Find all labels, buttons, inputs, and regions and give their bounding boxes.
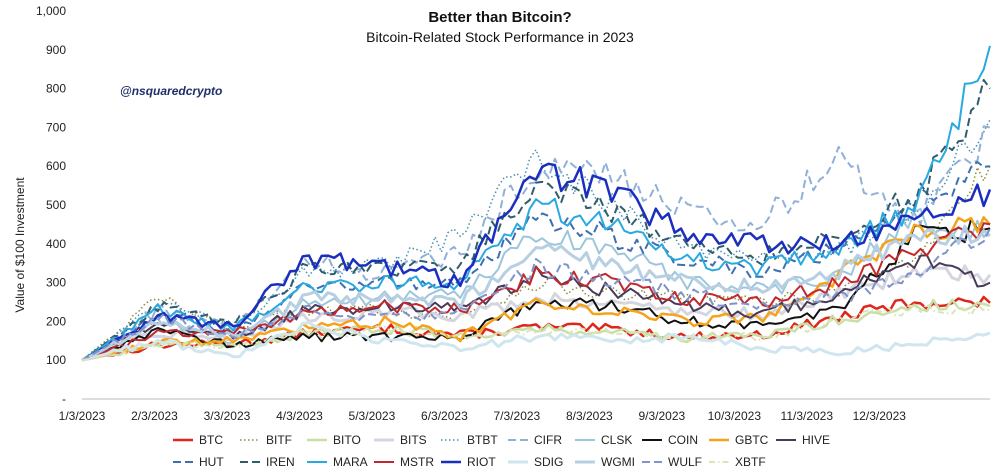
legend-label-xbtf: XBTF [735, 455, 766, 469]
series-line-sdig [81, 321, 991, 362]
legend-label-bitf: BITF [266, 433, 292, 447]
legend-label-sdig: SDIG [534, 455, 563, 469]
x-tick-label: 1/3/2023 [59, 409, 106, 423]
x-tick-label: 9/3/2023 [638, 409, 685, 423]
series-line-mara [81, 45, 991, 362]
series-line-gbtc [81, 216, 991, 362]
x-tick-label: 5/3/2023 [349, 409, 396, 423]
legend-label-bito: BITO [333, 433, 361, 447]
y-tick-label: 400 [46, 237, 66, 251]
chart-title: Better than Bitcoin? [428, 9, 571, 26]
series-line-btbt [81, 119, 991, 361]
x-tick-label: 10/3/2023 [708, 409, 762, 423]
series-lines [81, 45, 992, 362]
legend-label-wgmi: WGMI [601, 455, 635, 469]
series-line-coin [81, 218, 991, 362]
legend-label-gbtc: GBTC [735, 433, 769, 447]
x-tick-label: 11/3/2023 [781, 409, 834, 423]
legend-label-mara: MARA [333, 455, 368, 469]
legend-label-cifr: CIFR [534, 433, 562, 447]
y-axis: - 100 200 300 400 500 600 700 800 900 1,000 [36, 4, 66, 406]
series-line-xbtf [81, 302, 991, 362]
y-tick-label: 700 [46, 120, 66, 134]
y-tick-label: 900 [46, 43, 66, 57]
y-tick-label: 300 [46, 276, 66, 290]
series-line-hut [81, 161, 991, 362]
series-line-riot [81, 162, 992, 362]
legend-label-btbt: BTBT [467, 433, 498, 447]
legend-label-wulf: WULF [668, 455, 702, 469]
chart-subtitle: Bitcoin-Related Stock Performance in 202… [366, 29, 634, 45]
legend-label-btc: BTC [199, 433, 223, 447]
legend-label-bits: BITS [400, 433, 427, 447]
x-tick-label: 8/3/2023 [566, 409, 613, 423]
x-tick-label: 7/3/2023 [494, 409, 541, 423]
y-tick-label: 100 [46, 353, 66, 367]
y-tick-label: 1,000 [36, 4, 66, 18]
y-axis-label: Value of $100 Investment [13, 177, 27, 313]
legend-label-riot: RIOT [467, 455, 496, 469]
legend-label-clsk: CLSK [601, 433, 632, 447]
x-tick-label: 12/3/2023 [853, 409, 907, 423]
x-tick-label: 3/3/2023 [204, 409, 251, 423]
x-axis: 1/3/2023 2/3/2023 3/3/2023 4/3/2023 5/3/2023… [59, 409, 907, 423]
author-handle: @nsquaredcrypto [120, 84, 222, 98]
y-tick-label: - [62, 392, 66, 406]
y-tick-label: 800 [46, 82, 66, 96]
legend: BTC BITF BITO BITS BTBT CIFR CLSK COIN GBTC HIVE H… [173, 433, 830, 469]
y-tick-label: 200 [46, 314, 66, 328]
series-line-wgmi [81, 224, 991, 362]
series-line-wulf [81, 227, 991, 362]
y-tick-label: 600 [46, 159, 66, 173]
y-tick-label: 500 [46, 198, 66, 212]
legend-label-hut: HUT [199, 455, 224, 469]
legend-label-coin: COIN [668, 433, 698, 447]
x-tick-label: 2/3/2023 [131, 409, 178, 423]
x-tick-label: 4/3/2023 [276, 409, 323, 423]
x-tick-label: 6/3/2023 [421, 409, 468, 423]
legend-label-iren: IREN [266, 455, 295, 469]
legend-label-hive: HIVE [802, 433, 830, 447]
legend-label-mstr: MSTR [400, 455, 434, 469]
